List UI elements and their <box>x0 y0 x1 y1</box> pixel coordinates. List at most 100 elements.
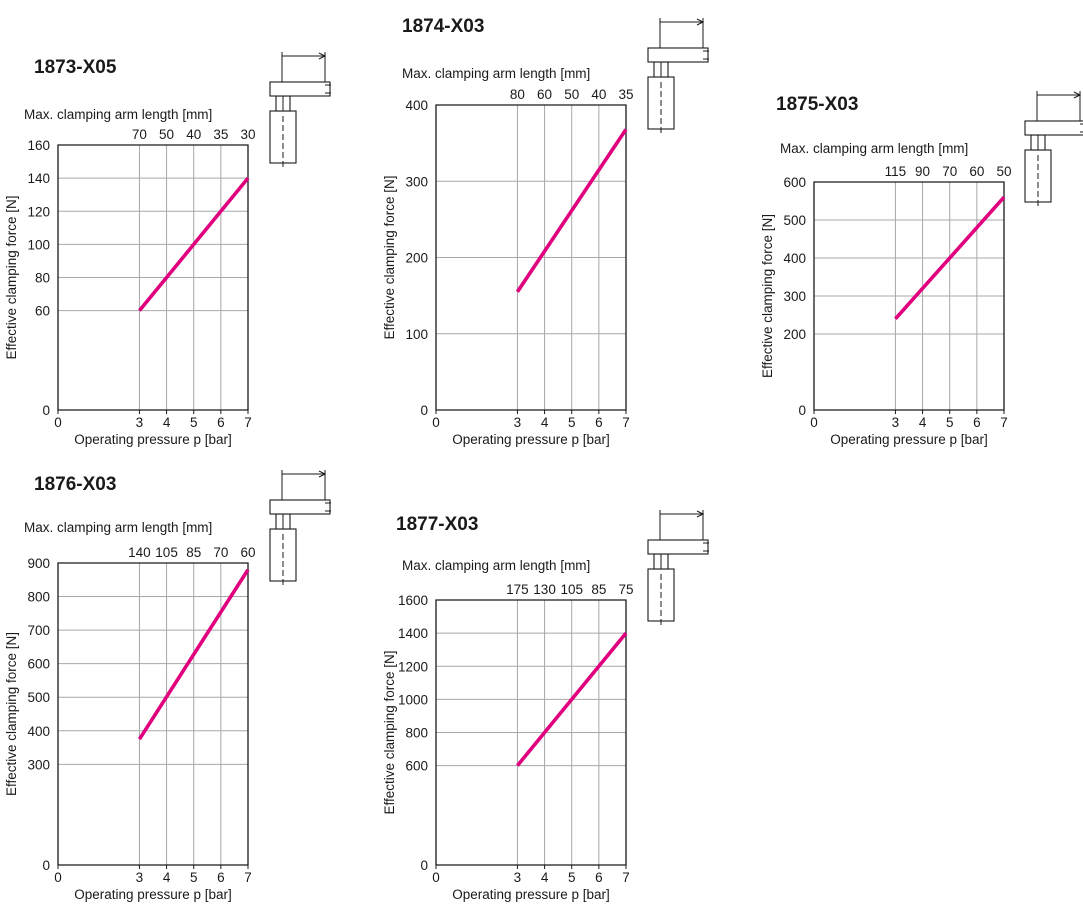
clamp-symbol-icon <box>647 18 709 136</box>
y-tick-label: 600 <box>783 175 806 190</box>
x-tick-label: 3 <box>136 415 144 430</box>
y-tick-label: 0 <box>420 403 428 418</box>
x-tick-label: 4 <box>541 870 549 885</box>
top-tick-label: 115 <box>885 164 907 179</box>
top-tick-label: 60 <box>240 545 255 560</box>
x-tick-label: 5 <box>568 870 576 885</box>
top-tick-label: 140 <box>128 545 151 560</box>
y-tick-label: 1600 <box>398 593 428 608</box>
x-tick-label: 7 <box>622 870 630 885</box>
y-tick-label: 300 <box>783 289 806 304</box>
y-tick-label: 0 <box>42 403 50 418</box>
chart-5: 1877-X03 Max. clamping arm length [mm] 175… <box>382 510 709 902</box>
series-line <box>137 568 250 741</box>
y-tick-label: 1400 <box>398 626 428 641</box>
x-tick-label: 7 <box>622 415 630 430</box>
x-tick-label: 4 <box>541 415 549 430</box>
x-tick-label: 0 <box>810 415 818 430</box>
x-axis-label: Operating pressure p [bar] <box>452 432 610 447</box>
top-axis-label: Max. clamping arm length [mm] <box>24 107 212 122</box>
chart-4: 1876-X03 Max. clamping arm length [mm] 140… <box>4 470 331 902</box>
y-axis-label: Effective clamping force [N] <box>382 175 397 339</box>
clamp-symbol-icon <box>269 470 331 588</box>
x-tick-label: 5 <box>946 415 954 430</box>
x-tick-label: 7 <box>1000 415 1008 430</box>
y-tick-label: 700 <box>27 623 50 638</box>
series-line <box>516 631 628 767</box>
y-tick-label: 100 <box>27 237 50 252</box>
y-tick-label: 120 <box>27 204 50 219</box>
y-tick-label: 600 <box>405 759 428 774</box>
y-tick-label: 500 <box>783 213 806 228</box>
series-line <box>894 196 1006 320</box>
top-tick-label: 80 <box>510 87 525 102</box>
x-tick-label: 3 <box>514 870 522 885</box>
top-tick-label: 50 <box>996 164 1011 179</box>
x-tick-label: 6 <box>217 870 225 885</box>
x-tick-label: 3 <box>514 415 522 430</box>
y-tick-label: 900 <box>27 556 50 571</box>
x-tick-label: 6 <box>973 415 981 430</box>
x-tick-label: 5 <box>190 870 198 885</box>
top-tick-label: 105 <box>560 582 583 597</box>
x-axis-label: Operating pressure p [bar] <box>830 432 988 447</box>
chart-3: 1875-X03 Max. clamping arm length [mm] 115… <box>760 91 1083 447</box>
top-tick-label: 75 <box>618 582 633 597</box>
y-tick-label: 600 <box>27 657 50 672</box>
y-tick-label: 0 <box>420 858 428 873</box>
clamp-symbol-icon <box>1024 91 1083 209</box>
x-axis-label: Operating pressure p [bar] <box>74 432 232 447</box>
y-axis-label: Effective clamping force [N] <box>4 632 19 796</box>
y-tick-label: 0 <box>798 403 806 418</box>
chart-title: 1873-X05 <box>34 57 117 78</box>
y-tick-label: 200 <box>405 251 428 266</box>
top-tick-label: 35 <box>618 87 633 102</box>
x-tick-label: 7 <box>244 415 252 430</box>
clamp-symbol-icon <box>269 52 331 170</box>
top-tick-label: 70 <box>942 164 957 179</box>
x-tick-label: 0 <box>54 415 62 430</box>
top-tick-label: 85 <box>186 545 201 560</box>
y-tick-label: 1000 <box>398 692 428 707</box>
x-tick-label: 4 <box>919 415 927 430</box>
chart-title: 1876-X03 <box>34 474 116 495</box>
x-tick-label: 6 <box>595 415 603 430</box>
y-axis-label: Effective clamping force [N] <box>760 214 775 378</box>
y-tick-label: 400 <box>27 724 50 739</box>
top-tick-label: 60 <box>537 87 552 102</box>
x-tick-label: 0 <box>432 870 440 885</box>
top-tick-label: 70 <box>213 545 228 560</box>
y-tick-label: 1200 <box>398 659 428 674</box>
top-axis-label: Max. clamping arm length [mm] <box>402 558 590 573</box>
series-line <box>138 176 250 312</box>
y-tick-label: 160 <box>27 138 50 153</box>
top-tick-label: 50 <box>159 127 174 142</box>
x-tick-label: 3 <box>892 415 900 430</box>
chart-title: 1877-X03 <box>396 514 478 535</box>
top-tick-label: 35 <box>213 127 228 142</box>
top-tick-label: 70 <box>132 127 147 142</box>
clamp-symbol-icon <box>647 510 709 628</box>
x-tick-label: 6 <box>595 870 603 885</box>
y-tick-label: 200 <box>783 327 806 342</box>
x-tick-label: 4 <box>163 415 171 430</box>
top-tick-label: 105 <box>155 545 178 560</box>
y-tick-label: 800 <box>27 590 50 605</box>
x-tick-label: 3 <box>136 870 144 885</box>
chart-title: 1875-X03 <box>776 94 858 115</box>
series-line <box>515 128 628 293</box>
x-tick-label: 7 <box>244 870 252 885</box>
x-tick-label: 0 <box>432 415 440 430</box>
y-tick-label: 300 <box>405 174 428 189</box>
x-tick-label: 0 <box>54 870 62 885</box>
y-tick-label: 500 <box>27 690 50 705</box>
x-tick-label: 5 <box>568 415 576 430</box>
y-axis-label: Effective clamping force [N] <box>4 195 19 359</box>
chart-title: 1874-X03 <box>402 16 484 37</box>
plot-frame <box>57 562 249 866</box>
top-axis-label: Max. clamping arm length [mm] <box>402 66 590 81</box>
y-tick-label: 60 <box>35 304 50 319</box>
top-tick-label: 50 <box>564 87 579 102</box>
